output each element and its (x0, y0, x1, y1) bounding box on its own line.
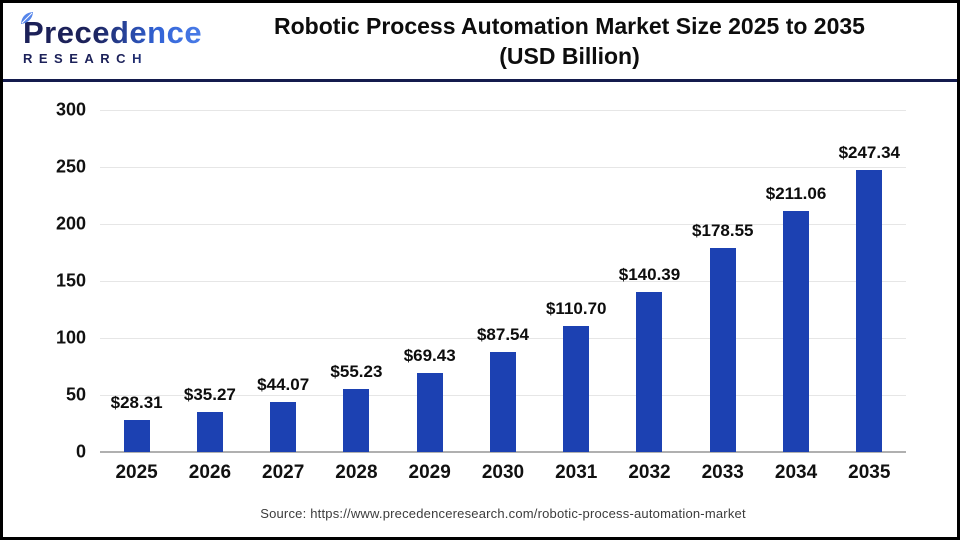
header: Precedence RESEARCH Robotic Process Auto… (3, 3, 957, 79)
gridline-300 (100, 110, 906, 111)
chart-title-line2: (USD Billion) (499, 43, 640, 69)
x-tick-label-2028: 2028 (335, 462, 378, 483)
gridline-150 (100, 281, 906, 282)
bar-slot-2029: $69.43 (393, 110, 466, 452)
chart-title: Robotic Process Automation Market Size 2… (202, 11, 943, 71)
bar-2026 (196, 411, 223, 452)
y-tick-label-0: 0 (75, 441, 86, 462)
bar-slot-2030: $87.54 (466, 110, 539, 452)
bar-2030 (489, 352, 516, 452)
bar-value-label-2033: $178.55 (692, 221, 754, 241)
bar-value-label-2032: $140.39 (618, 264, 681, 284)
logo-name-text: Precedence (23, 15, 203, 50)
y-tick-label-50: 50 (65, 384, 86, 405)
bar-slot-2027: $44.07 (247, 110, 320, 452)
gridline-0 (100, 451, 906, 453)
source-attribution: Source: https://www.precedenceresearch.c… (260, 506, 746, 521)
logo-subtitle-text: RESEARCH (23, 51, 202, 66)
header-divider (3, 79, 957, 82)
gridline-100 (100, 337, 906, 339)
bar-2032 (636, 291, 663, 452)
bar-value-label-2026: $35.27 (183, 384, 236, 404)
x-tick-label-2030: 2030 (481, 462, 525, 483)
logo-wordmark: Precedence (21, 12, 203, 50)
plot-area: $28.31 $35.27 $44.07 $55.23 $69.43 $87.54 $110… (100, 110, 906, 453)
gridline-250 (100, 166, 906, 168)
bar-value-label-2025: $28.31 (110, 392, 163, 412)
y-tick-label-200: 200 (55, 213, 86, 234)
x-tick-label-2034: 2034 (774, 462, 818, 483)
precedence-research-logo: Precedence RESEARCH (17, 12, 203, 66)
bar-slot-2026: $35.27 (173, 110, 246, 452)
x-tick-label-2033: 2033 (701, 462, 744, 483)
x-tick-label-2029: 2029 (408, 462, 451, 483)
bar-chart: 0 50 100 150 200 250 300 $28.31 $35.27 $44.07 $55… (3, 82, 957, 537)
x-tick-label-2026: 2026 (188, 462, 232, 483)
bar-value-label-2034: $211.06 (765, 184, 827, 204)
bar-value-label-2035: $247.34 (838, 143, 901, 163)
bar-slot-2028: $55.23 (320, 110, 393, 452)
y-tick-label-100: 100 (55, 327, 86, 348)
y-tick-label-250: 250 (55, 156, 86, 177)
bar-2027 (270, 401, 297, 452)
y-axis-tick-labels: 0 50 100 150 200 250 300 (3, 100, 86, 462)
bars-row: $28.31 $35.27 $44.07 $55.23 $69.43 $87.54 $110… (100, 110, 906, 452)
bar-2033 (709, 248, 736, 452)
x-tick-label-2031: 2031 (555, 462, 598, 483)
bar-slot-2032: $140.39 (613, 110, 686, 452)
bar-slot-2025: $28.31 (100, 110, 173, 452)
chart-title-line1: Robotic Process Automation Market Size 2… (274, 13, 865, 39)
bar-2034 (783, 211, 810, 452)
y-tick-label-150: 150 (55, 270, 86, 291)
bar-slot-2033: $178.55 (686, 110, 759, 452)
x-tick-label-2032: 2032 (628, 462, 671, 483)
bar-slot-2034: $211.06 (759, 110, 832, 452)
x-tick-label-2025: 2025 (115, 462, 158, 483)
bar-slot-2035: $247.34 (833, 110, 906, 452)
x-axis-tick-labels: 2025 2026 2027 2028 2029 2030 2031 2032 2033 2034… (100, 462, 906, 484)
bar-value-label-2027: $44.07 (257, 374, 310, 394)
bar-2029 (416, 372, 443, 452)
bar-value-label-2028: $55.23 (330, 362, 383, 382)
bar-value-label-2030: $87.54 (476, 325, 529, 345)
x-tick-label-2027: 2027 (262, 462, 305, 483)
bar-2035 (856, 170, 883, 452)
bar-slot-2031: $110.70 (540, 110, 613, 452)
gridline-200 (100, 223, 906, 225)
bar-2031 (563, 325, 590, 452)
bar-value-label-2031: $110.70 (545, 298, 607, 318)
bar-2028 (343, 389, 370, 452)
y-tick-label-300: 300 (55, 99, 86, 120)
bar-value-label-2029: $69.43 (403, 345, 456, 365)
x-tick-label-2035: 2035 (848, 462, 891, 483)
bar-2025 (123, 419, 150, 452)
